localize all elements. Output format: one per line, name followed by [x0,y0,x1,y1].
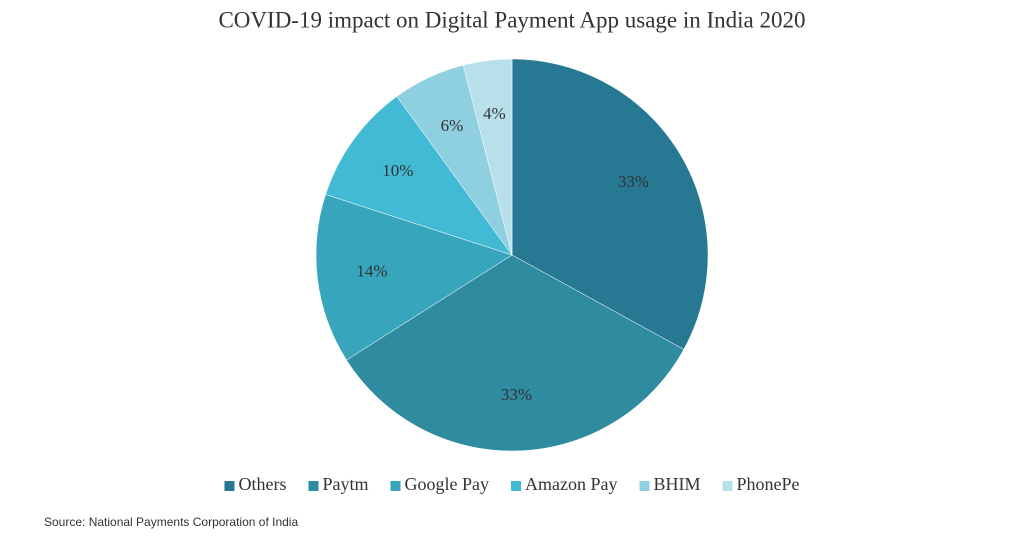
data-label: 14% [356,262,387,281]
pie-slice [315,194,513,361]
pie-slice [462,58,513,256]
data-label: 6% [441,116,464,135]
legend-swatch [390,481,401,491]
legend-swatch [639,481,650,491]
data-label: 10% [382,161,413,180]
legend-swatch [308,481,319,491]
legend-swatch [722,481,733,491]
legend-label: PhonePe [737,474,800,494]
chart-title: COVID-19 impact on Digital Payment App u… [218,7,805,32]
legend-label: BHIM [653,474,700,494]
legend-label: Others [238,474,286,494]
legend-label: Paytm [322,474,368,494]
data-label: 4% [483,104,506,123]
pie-slice [325,96,513,256]
legend-label: Amazon Pay [525,474,617,494]
legend-label: Google Pay [405,474,490,494]
data-label: 33% [501,385,532,404]
source-note: Source: National Payments Corporation of… [44,515,298,529]
pie-slice [511,58,709,350]
legend-swatch [224,481,235,491]
pie-slice [346,254,685,452]
legend-swatch [511,481,522,491]
data-label: 33% [618,172,649,191]
